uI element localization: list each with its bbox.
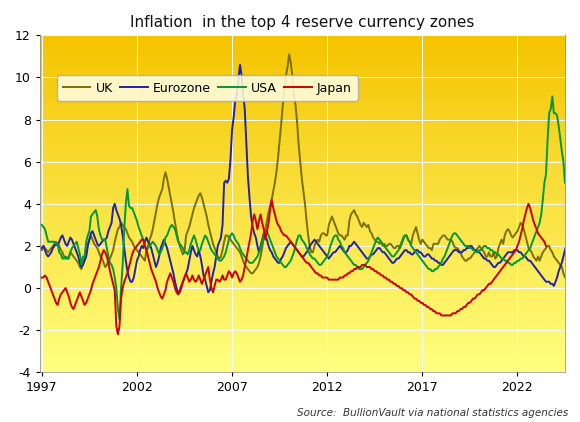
Text: Source:  BullionVault via national statistics agencies: Source: BullionVault via national statis…	[297, 408, 568, 418]
Legend: UK, Eurozone, USA, Japan: UK, Eurozone, USA, Japan	[57, 75, 358, 101]
Title: Inflation  in the top 4 reserve currency zones: Inflation in the top 4 reserve currency …	[130, 15, 474, 30]
